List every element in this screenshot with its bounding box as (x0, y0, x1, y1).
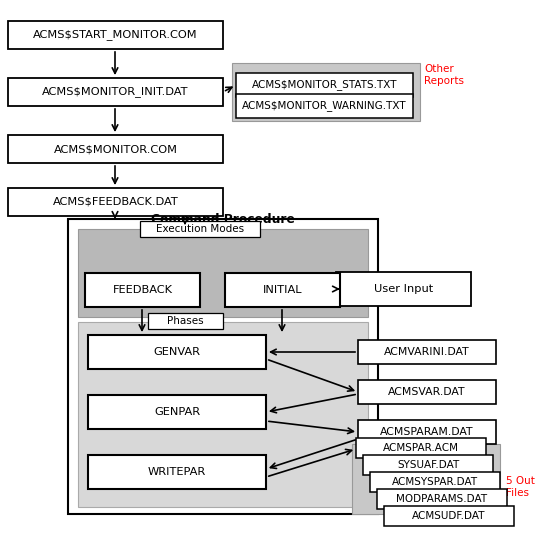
Text: WRITEPAR: WRITEPAR (148, 467, 206, 477)
Bar (88, 395, 266, 429)
Bar (148, 313, 223, 329)
Bar (68, 219, 378, 514)
Bar (370, 472, 500, 492)
Bar (352, 444, 500, 514)
Bar (363, 455, 493, 475)
Bar (78, 229, 368, 317)
Text: ACMS$MONITOR_INIT.DAT: ACMS$MONITOR_INIT.DAT (42, 87, 189, 98)
Text: Other
Reports: Other Reports (424, 64, 464, 86)
Bar (8, 135, 223, 163)
Bar (85, 273, 200, 307)
Text: Phases: Phases (167, 316, 204, 326)
Bar (358, 420, 496, 444)
Text: GENPAR: GENPAR (154, 407, 200, 417)
Text: FEEDBACK: FEEDBACK (112, 285, 172, 295)
Text: ACMSPARAM.DAT: ACMSPARAM.DAT (380, 427, 474, 437)
Bar (225, 273, 340, 307)
Text: SYSUAF.DAT: SYSUAF.DAT (397, 460, 459, 470)
Text: ACMVARINI.DAT: ACMVARINI.DAT (384, 347, 470, 357)
Bar (336, 272, 471, 306)
Text: ACMS$MONITOR_WARNING.TXT: ACMS$MONITOR_WARNING.TXT (242, 100, 407, 111)
Text: ACMSYSPAR.DAT: ACMSYSPAR.DAT (392, 477, 478, 487)
Text: User Input: User Input (374, 284, 433, 294)
Bar (232, 63, 420, 121)
Text: ACMSVAR.DAT: ACMSVAR.DAT (388, 387, 466, 397)
Text: ACMSPAR.ACM: ACMSPAR.ACM (383, 443, 459, 453)
Bar (358, 340, 496, 364)
Text: ACMS$FEEDBACK.DAT: ACMS$FEEDBACK.DAT (52, 197, 178, 207)
Bar (384, 506, 514, 526)
Text: 5 Output
Files: 5 Output Files (506, 476, 535, 498)
Bar (140, 221, 260, 237)
Bar (88, 455, 266, 489)
Bar (8, 188, 223, 216)
Text: Command Procedure: Command Procedure (151, 213, 295, 226)
Bar (358, 380, 496, 404)
Bar (88, 335, 266, 369)
Bar (236, 73, 413, 97)
Text: ACMSUDF.DAT: ACMSUDF.DAT (412, 511, 486, 521)
Bar (78, 322, 368, 507)
Text: MODPARAMS.DAT: MODPARAMS.DAT (396, 494, 487, 504)
Text: INITIAL: INITIAL (263, 285, 302, 295)
Bar (356, 438, 486, 458)
Text: GENVAR: GENVAR (154, 347, 201, 357)
Text: ACMS$MONITOR_STATS.TXT: ACMS$MONITOR_STATS.TXT (252, 80, 398, 91)
Text: ACMS$MONITOR.COM: ACMS$MONITOR.COM (54, 144, 178, 154)
Text: ACMS$START_MONITOR.COM: ACMS$START_MONITOR.COM (33, 30, 198, 41)
Bar (236, 94, 413, 118)
Bar (8, 78, 223, 106)
Text: Execution Modes: Execution Modes (156, 224, 244, 234)
Bar (377, 489, 507, 509)
Bar (8, 21, 223, 49)
